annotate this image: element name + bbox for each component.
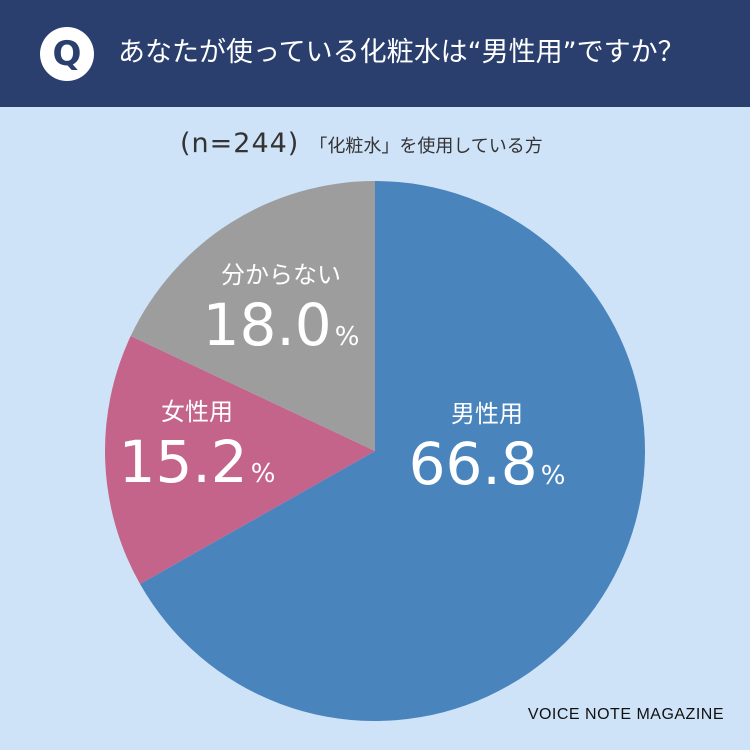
- question-header: Q あなたが使っている化粧水は“男性用”ですか？: [0, 0, 750, 107]
- q-badge: Q: [40, 27, 94, 81]
- slice-unknown-value: 18.0%: [203, 291, 360, 359]
- slice-male-value: 66.8%: [409, 430, 566, 498]
- slice-female-label: 女性用: [161, 398, 233, 426]
- slice-unknown: [130, 180, 375, 451]
- slice-male: [140, 181, 645, 722]
- respondent-description: 「化粧水」を使用している方: [309, 136, 543, 157]
- watermark: VOICE NOTE MAGAZINE: [527, 706, 724, 723]
- question-text: あなたが使っている化粧水は“男性用”ですか？: [118, 37, 685, 68]
- slice-male-label: 男性用: [451, 400, 523, 428]
- chart-subtitle: (n=244) 「化粧水」を使用している方: [180, 128, 543, 164]
- slice-unknown-label: 分からない: [221, 261, 341, 289]
- sample-size: (n=244): [180, 128, 300, 159]
- slice-female: [105, 336, 375, 585]
- slice-female-value: 15.2%: [119, 428, 276, 496]
